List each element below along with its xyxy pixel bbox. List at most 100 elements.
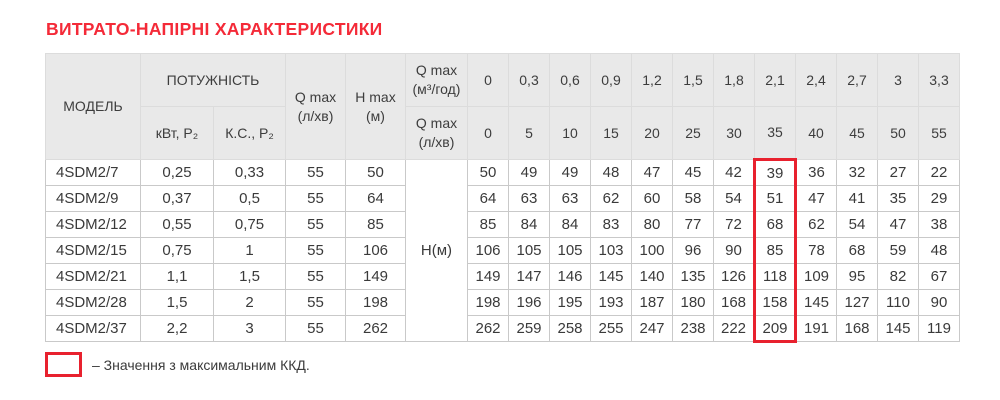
h-value-cell: 158 — [753, 289, 797, 316]
h-value-cell: 193 — [590, 289, 632, 316]
table-header-row-1: МОДЕЛЬ ПОТУЖНІСТЬ Q max (л/хв) H max (м)… — [45, 53, 960, 160]
flow-lmin-value-cell: 35 — [754, 106, 796, 160]
model-cell: 4SDM2/7 — [45, 159, 141, 186]
flow-m3h-value-cell: 0,9 — [590, 53, 632, 107]
h-value-cell: 22 — [918, 159, 960, 186]
h-value-cell: 195 — [549, 289, 591, 316]
h-value-cell: 146 — [549, 263, 591, 290]
h-value-cell: 238 — [672, 315, 714, 342]
h-label-cell: Н(м) — [405, 159, 468, 342]
qmax-cell: 55 — [285, 211, 346, 238]
h-value-cell: 49 — [549, 159, 591, 186]
flow-lmin-value-cell: 0 — [467, 106, 509, 160]
header-qmax: Q max (л/хв) — [285, 53, 346, 160]
h-value-cell: 32 — [836, 159, 878, 186]
h-value-cell: 29 — [918, 185, 960, 212]
h-value-cell: 90 — [918, 289, 960, 316]
power-kw-cell: 0,25 — [140, 159, 214, 186]
table-header-row-2: кВт, P₂ К.С., P₂ Q max (л/хв) 0 5 10 15 20 25… — [46, 106, 960, 160]
h-value-cell: 72 — [713, 211, 755, 238]
legend-label: – Значення з максимальним ККД. — [92, 356, 310, 373]
hmax-cell: 64 — [345, 185, 406, 212]
h-value-cell: 140 — [631, 263, 673, 290]
flow-lmin-value-cell: 50 — [877, 106, 919, 160]
model-cell: 4SDM2/21 — [45, 263, 141, 290]
h-value-cell: 196 — [508, 289, 550, 316]
characteristics-table: МОДЕЛЬ ПОТУЖНІСТЬ Q max (л/хв) H max (м)… — [45, 53, 960, 343]
header-power-hp: К.С., P₂ — [213, 106, 286, 160]
h-value-cell: 35 — [877, 185, 919, 212]
hmax-cell: 85 — [345, 211, 406, 238]
table-row: 4SDM2/9 0,37 0,5 55 64 64 63 63 62 60 58 54 51 47 41 35… — [45, 185, 960, 212]
flow-m3h-value-cell: 0,3 — [508, 53, 550, 107]
power-hp-cell: 0,5 — [213, 185, 286, 212]
h-value-cell: 149 — [467, 263, 509, 290]
h-value-cell: 145 — [877, 315, 919, 342]
page-title: ВИТРАТО-НАПІРНІ ХАРАКТЕРИСТИКИ — [46, 19, 383, 39]
flow-m3h-value-cell: 1,2 — [631, 53, 673, 107]
qmax-cell: 55 — [285, 159, 346, 186]
h-value-cell: 145 — [795, 289, 837, 316]
power-kw-cell: 1,5 — [140, 289, 214, 316]
h-value-cell: 259 — [508, 315, 550, 342]
h-value-cell: 36 — [795, 159, 837, 186]
hmax-cell: 149 — [345, 263, 406, 290]
flow-m3h-value-cell: 0,6 — [549, 53, 591, 107]
h-value-cell: 209 — [753, 315, 797, 343]
flow-m3h-value-cell: 1,5 — [672, 53, 714, 107]
h-value-cell: 84 — [508, 211, 550, 238]
h-value-cell: 105 — [549, 237, 591, 264]
h-value-cell: 67 — [918, 263, 960, 290]
h-value-cell: 58 — [672, 185, 714, 212]
h-value-cell: 110 — [877, 289, 919, 316]
table-row: 4SDM2/37 2,2 3 55 262 262 259 258 255 247 238 222 20… — [45, 315, 960, 343]
flow-lmin-value-cell: 45 — [836, 106, 878, 160]
power-kw-cell: 2,2 — [140, 315, 214, 342]
power-kw-cell: 0,75 — [140, 237, 214, 264]
h-value-cell: 191 — [795, 315, 837, 342]
power-kw-cell: 1,1 — [140, 263, 214, 290]
power-hp-cell: 3 — [213, 315, 286, 342]
h-value-cell: 63 — [508, 185, 550, 212]
flow-m3h-value-cell: 2,4 — [795, 53, 837, 107]
h-value-cell: 147 — [508, 263, 550, 290]
h-value-cell: 262 — [467, 315, 509, 342]
h-value-cell: 247 — [631, 315, 673, 342]
h-value-cell: 42 — [713, 159, 755, 186]
qmax-cell: 55 — [285, 315, 346, 342]
flow-lmin-value-cell: 40 — [795, 106, 837, 160]
h-value-cell: 68 — [753, 211, 797, 238]
flow-m3h-value-cell: 2,1 — [754, 53, 796, 107]
h-value-cell: 45 — [672, 159, 714, 186]
legend: – Значення з максимальним ККД. — [45, 352, 1000, 377]
h-value-cell: 84 — [549, 211, 591, 238]
h-value-cell: 47 — [631, 159, 673, 186]
h-value-cell: 80 — [631, 211, 673, 238]
header-power: ПОТУЖНІСТЬ — [140, 53, 286, 107]
header-model: МОДЕЛЬ — [45, 53, 141, 160]
hmax-cell: 198 — [345, 289, 406, 316]
flow-lmin-value-cell: 20 — [631, 106, 673, 160]
table-row: 4SDM2/12 0,55 0,75 55 85 85 84 84 83 80 77 72 68 62 54… — [45, 211, 960, 238]
power-kw-cell: 0,37 — [140, 185, 214, 212]
h-value-cell: 109 — [795, 263, 837, 290]
h-value-cell: 168 — [713, 289, 755, 316]
header-flow-m3h: Q max (м³/год) — [405, 53, 468, 107]
hmax-cell: 106 — [345, 237, 406, 264]
flow-m3h-value-cell: 1,8 — [713, 53, 755, 107]
table-body: 4SDM2/7 0,25 0,33 55 50 Н(м) 50 49 49 48 47 45 42 39 3… — [45, 158, 960, 343]
h-value-cell: 95 — [836, 263, 878, 290]
h-value-cell: 119 — [918, 315, 960, 342]
power-hp-cell: 1,5 — [213, 263, 286, 290]
h-value-cell: 48 — [590, 159, 632, 186]
qmax-cell: 55 — [285, 185, 346, 212]
h-value-cell: 103 — [590, 237, 632, 264]
model-cell: 4SDM2/9 — [45, 185, 141, 212]
h-value-cell: 62 — [590, 185, 632, 212]
h-value-cell: 82 — [877, 263, 919, 290]
flow-lmin-value-cell: 25 — [672, 106, 714, 160]
power-hp-cell: 1 — [213, 237, 286, 264]
h-value-cell: 90 — [713, 237, 755, 264]
model-cell: 4SDM2/28 — [45, 289, 141, 316]
